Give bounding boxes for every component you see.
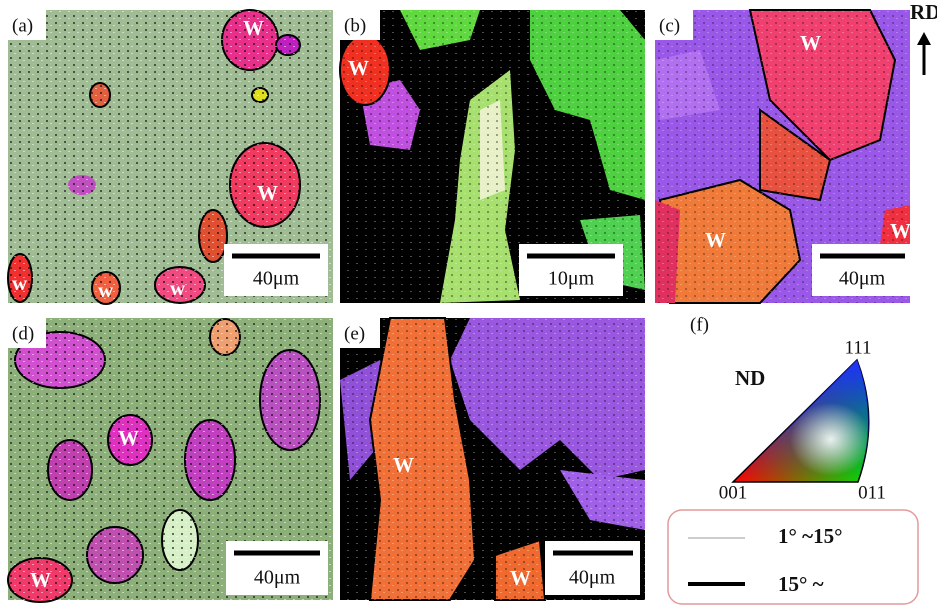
grain-label: W — [348, 56, 369, 80]
panel-label: (c) — [659, 15, 680, 36]
grain-label: W — [705, 228, 726, 252]
grain-label: W — [393, 453, 414, 477]
panel-d: (d) W W 40μm — [8, 318, 333, 602]
panel-a: (a) W W w w w 40μm — [8, 10, 333, 304]
direction-label: RD — [910, 0, 937, 24]
panel-label: (f) — [690, 314, 709, 335]
scale-bar: 40μm — [254, 567, 301, 589]
grain-label: W — [243, 16, 264, 40]
panel-label: (e) — [344, 323, 365, 344]
direction-label: ND — [735, 366, 765, 390]
legend-entry: 15° ~ — [778, 572, 824, 596]
corner-label: 011 — [858, 482, 886, 503]
grain-label: w — [12, 271, 28, 295]
grain-label: W — [890, 219, 911, 243]
grain-label: w — [170, 276, 186, 300]
scale-bar: 10μm — [548, 268, 595, 290]
grain-label: W — [118, 426, 139, 450]
corner-label: 001 — [719, 482, 748, 503]
scale-bar: 40μm — [253, 268, 300, 290]
grain-label: w — [98, 278, 114, 302]
panel-label: (d) — [12, 323, 34, 344]
corner-label: 111 — [844, 337, 871, 358]
grain-label: W — [30, 568, 51, 592]
panel-label: (a) — [12, 15, 33, 36]
panel-e: (e) W W 40μm — [340, 318, 645, 600]
grain-label: W — [257, 181, 278, 205]
panel-c: (c) W W W RD 40μm — [655, 0, 937, 303]
legend-entry: 1° ~15° — [778, 524, 842, 548]
grain-label: W — [800, 31, 821, 55]
panel-f: (f) ND 111 001 011 1° ~15° 15° ~ — [668, 314, 918, 604]
panel-label: (b) — [344, 15, 366, 36]
panel-b: (b) W 10μm — [340, 10, 645, 303]
figure: (a) W W w w w 40μm (b) W 10μm (c) W W W … — [0, 0, 937, 607]
scale-bar: 40μm — [839, 268, 886, 290]
scale-bar: 40μm — [569, 567, 616, 589]
grain-label: W — [510, 566, 531, 590]
